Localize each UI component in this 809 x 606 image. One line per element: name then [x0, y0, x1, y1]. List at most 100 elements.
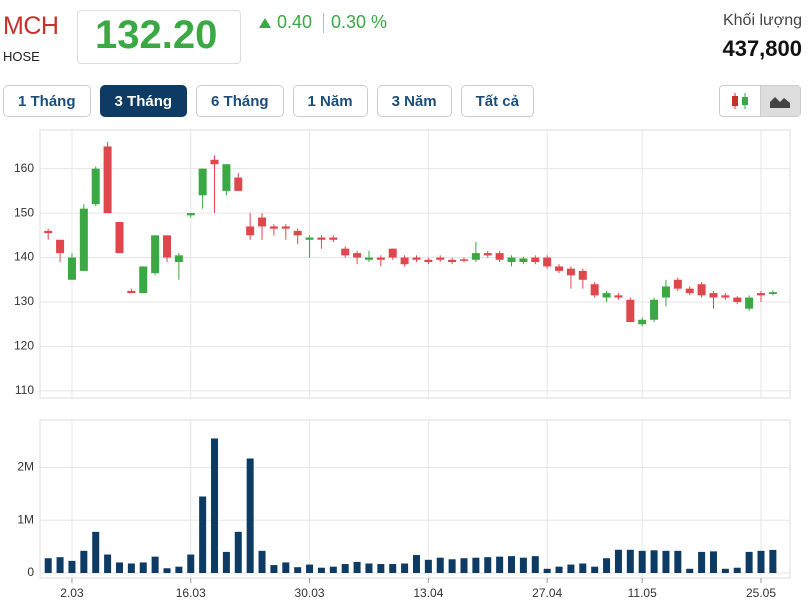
candle-body: [531, 257, 540, 262]
candle-body: [495, 253, 504, 260]
x-tick-label: 16.03: [176, 586, 206, 600]
candle-body: [543, 257, 552, 267]
candle-body: [673, 279, 682, 289]
volume-bar: [555, 566, 563, 573]
volume-bar: [175, 566, 183, 573]
volume-bar: [686, 568, 694, 573]
y-tick-label: 140: [14, 250, 34, 264]
y-tick-label: 2M: [17, 460, 34, 474]
volume-bar: [211, 438, 219, 573]
candle-body: [424, 259, 433, 262]
candle-body: [471, 253, 480, 260]
range-button[interactable]: Tất cả: [460, 85, 534, 117]
candle-body: [768, 292, 777, 294]
volume-bar: [579, 563, 587, 573]
volume-bar: [698, 551, 706, 573]
volume-bar: [436, 557, 444, 573]
candle-body: [614, 295, 623, 298]
candle-body: [376, 257, 385, 260]
volume-bar: [270, 565, 278, 573]
range-buttons: 1 Tháng 3 Tháng 6 Tháng 1 Năm 3 Năm Tất cả: [3, 85, 534, 117]
symbol: MCH: [3, 12, 59, 40]
candle-body: [353, 253, 362, 258]
volume-bar: [341, 564, 349, 573]
volume-bar: [317, 567, 325, 573]
volume-bar: [709, 551, 717, 573]
candle-body: [103, 146, 112, 214]
candle-body: [293, 230, 302, 236]
volume-bar: [115, 562, 123, 573]
candle-body: [626, 299, 635, 322]
candle-body: [448, 259, 457, 262]
volume-bar: [745, 551, 753, 573]
range-button[interactable]: 6 Tháng: [196, 85, 284, 117]
candle-body: [697, 284, 706, 296]
volume-bar: [127, 563, 135, 573]
volume-bar: [543, 568, 551, 573]
candle-button[interactable]: [720, 86, 760, 116]
candle-body: [56, 239, 65, 254]
candle-body: [222, 164, 231, 191]
x-tick-label: 11.05: [628, 586, 657, 600]
candle-body: [721, 295, 730, 298]
candle-body: [757, 293, 765, 296]
x-tick-label: 30.03: [295, 586, 325, 600]
volume-bar: [282, 562, 290, 573]
candle-body: [602, 293, 611, 298]
volume-bar: [139, 562, 147, 573]
candle-body: [79, 208, 88, 271]
x-tick-label: 13.04: [413, 586, 443, 600]
volume-bar: [329, 566, 337, 573]
volume-bar: [472, 557, 480, 573]
volume-bar: [638, 550, 646, 573]
candle-body: [507, 257, 516, 262]
volume-bar: [484, 557, 492, 573]
volume-bar: [389, 564, 397, 573]
volume-bar: [591, 566, 599, 573]
volume: 437,800: [722, 36, 802, 61]
volume-bar: [424, 559, 432, 573]
candle-body: [281, 226, 290, 229]
volume-bar: [187, 554, 195, 573]
candle-body: [460, 259, 468, 261]
candle-body: [151, 235, 160, 274]
candle-body: [590, 284, 599, 296]
volume-bar: [650, 550, 658, 573]
y-tick-label: 0: [27, 565, 34, 579]
volume-bar: [92, 531, 100, 573]
area-button[interactable]: [759, 86, 800, 116]
candle-body: [364, 257, 373, 260]
y-tick-label: 130: [14, 294, 34, 308]
candle-body: [163, 235, 171, 258]
candle-body: [234, 177, 243, 191]
candle-body: [650, 299, 659, 320]
volume-bar: [199, 496, 207, 573]
panel-frame: [39, 419, 791, 579]
volume-bar: [757, 550, 765, 573]
range-button[interactable]: 1 Tháng: [3, 85, 91, 117]
range-button[interactable]: 3 Tháng: [99, 85, 188, 117]
candle-body: [127, 290, 136, 294]
candle-body: [745, 297, 754, 309]
volume-bar: [401, 563, 409, 573]
change-percent: 0.30 %: [331, 12, 388, 32]
exchange: HOSE: [3, 49, 40, 64]
volume-bar: [306, 564, 314, 573]
x-tick-label: 25.05: [746, 586, 776, 600]
candle-body: [305, 237, 314, 240]
volume-bar: [614, 549, 622, 573]
volume-bar: [234, 531, 242, 573]
price-box: [77, 10, 241, 64]
candle-body: [685, 288, 694, 294]
chart-type-toggle: [719, 85, 801, 117]
candle-body: [186, 213, 195, 216]
candle-body: [388, 248, 397, 258]
range-button[interactable]: 3 Năm: [376, 85, 452, 117]
volume-bar: [603, 558, 611, 573]
volume-bar: [104, 554, 112, 573]
candle-body: [519, 258, 528, 262]
range-button[interactable]: 1 Năm: [292, 85, 368, 117]
volume-bar: [80, 550, 88, 573]
y-tick-label: 1M: [17, 512, 34, 526]
